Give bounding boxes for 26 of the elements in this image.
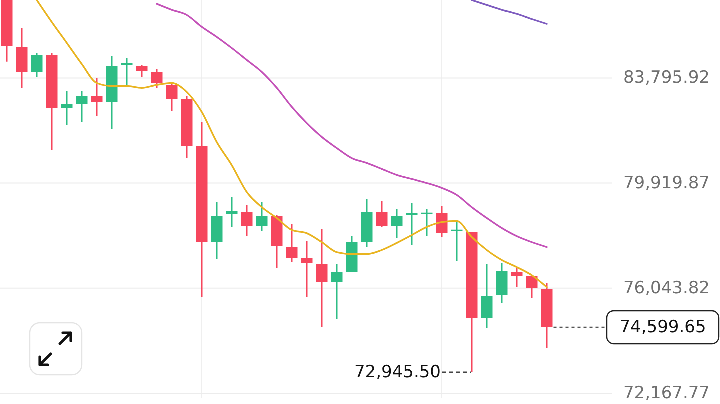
line-series [471, 0, 548, 25]
y-tick-label: 83,795.92 [623, 68, 710, 88]
candlestick [136, 65, 148, 78]
candlestick [211, 202, 223, 260]
ref-line-label: 74,599.65 [620, 318, 706, 338]
candlestick [316, 229, 328, 328]
line-series [156, 3, 548, 248]
candlestick [16, 28, 28, 88]
candlestick [76, 91, 88, 122]
candlestick [451, 222, 463, 262]
line-series [36, 0, 548, 288]
candlestick [241, 205, 253, 236]
candlestick [331, 264, 343, 320]
candlestick [511, 267, 523, 288]
annotation: 72,945.50 [354, 362, 441, 382]
candlestick [301, 241, 313, 298]
candlestick [406, 203, 418, 246]
candlestick [481, 264, 493, 328]
candlestick [391, 209, 403, 238]
y-tick-label: 72,167.77 [623, 383, 710, 404]
candlestick [61, 91, 73, 126]
y-tick-label: 76,043.82 [623, 278, 710, 298]
y-tick-label: 79,919.87 [623, 173, 710, 194]
candlestick [91, 78, 103, 116]
candlestick [226, 197, 238, 228]
candlestick [121, 58, 133, 86]
